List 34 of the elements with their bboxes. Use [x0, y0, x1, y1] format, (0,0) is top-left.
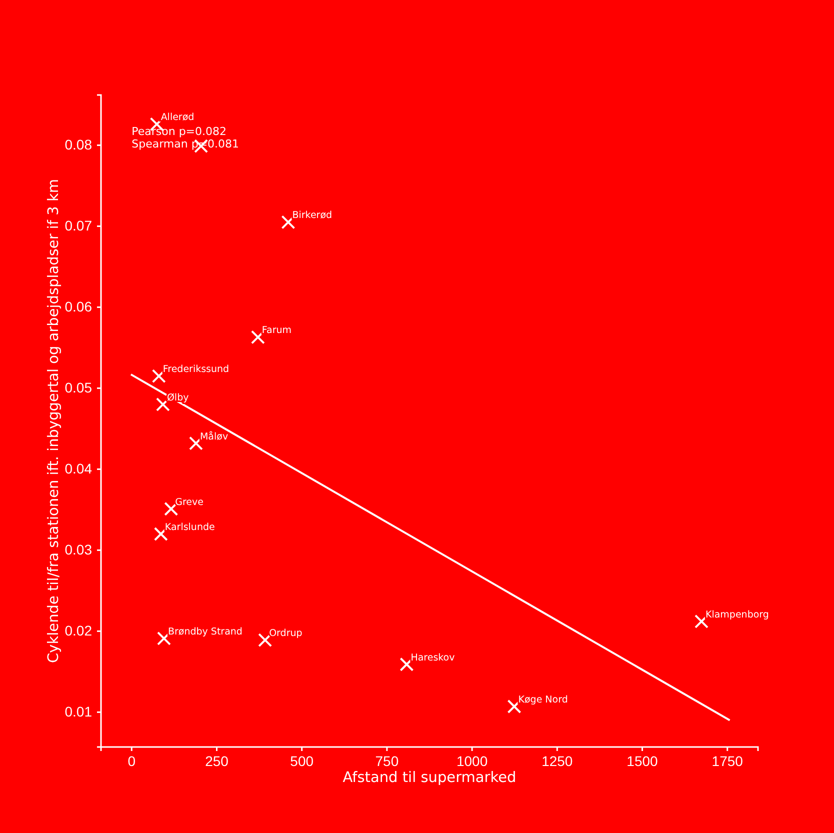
annotation: Hareskov: [410, 652, 456, 664]
x-tick-label: 0: [128, 752, 136, 769]
annotation: Køge Nord: [518, 694, 568, 706]
x-tick-label: 1500: [626, 752, 658, 769]
point: [188, 436, 203, 450]
annotation: Klampenborg: [705, 609, 769, 620]
annotation: Måløv: [200, 430, 228, 442]
y-tick-label: 0.01: [64, 704, 92, 720]
x-tick-label: 1000: [456, 752, 488, 769]
y-tick-label: 0.05: [64, 380, 92, 396]
y-tick-label: 0.03: [64, 542, 92, 558]
x-tick-label: 1750: [712, 752, 744, 769]
x-axis-title: Afstand til supermarked: [342, 770, 516, 786]
y-tick-label: 0.08: [64, 136, 92, 153]
x-tick-label: 750: [375, 752, 399, 769]
annotation: Greve: [175, 496, 204, 508]
x-tick-label: 250: [205, 752, 229, 769]
x-tick-label: 1250: [542, 752, 573, 769]
annotation: Brøndby Strand: [168, 626, 242, 638]
y-tick-label: 0.04: [64, 460, 92, 477]
annotation: Ordrup: [269, 628, 302, 640]
y-tick-label: 0.06: [64, 298, 92, 315]
x-tick-label: 500: [290, 752, 314, 769]
y-tick-label: 0.02: [64, 622, 92, 639]
y-axis-title: Cyklende til/fra stationen ift. inbyggertal og arbejdspladser if 3 km: [46, 179, 62, 663]
point: [694, 614, 708, 628]
annotation: Karlslunde: [164, 522, 216, 533]
annotation: Farum: [262, 325, 292, 336]
point: [156, 631, 171, 646]
y-tick-label: 0.07: [64, 218, 92, 234]
annotation: Birkerød: [292, 210, 332, 222]
annotation: Allerød: [160, 112, 194, 124]
annotation: Frederikssund: [162, 364, 230, 376]
annotation: Pearson p=0.082: [132, 125, 227, 138]
